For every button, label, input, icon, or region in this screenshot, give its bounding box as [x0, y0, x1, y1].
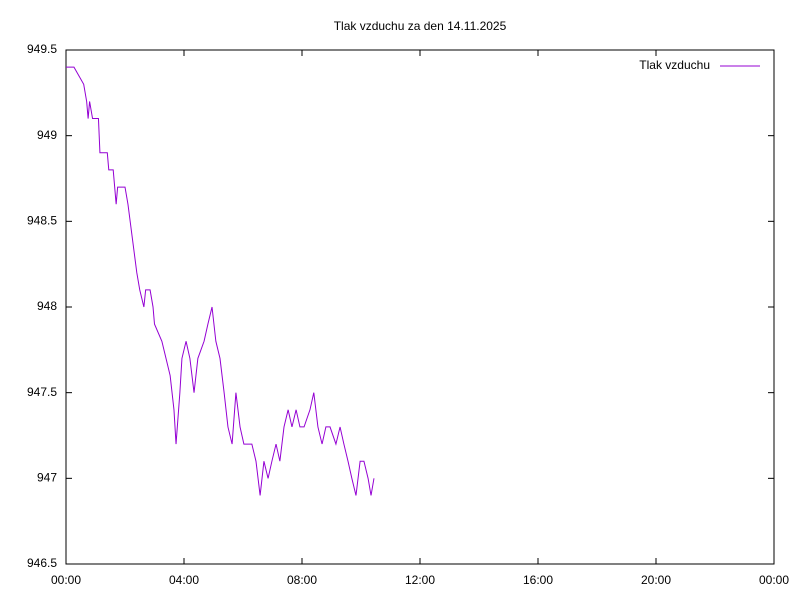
x-tick-label: 00:00	[51, 573, 81, 587]
x-tick-label: 16:00	[523, 573, 553, 587]
y-tick-label: 946.5	[27, 556, 57, 570]
x-tick-label: 20:00	[641, 573, 671, 587]
x-tick-label: 08:00	[287, 573, 317, 587]
x-tick-label: 00:00	[759, 573, 789, 587]
y-tick-label: 947	[37, 471, 57, 485]
legend-label: Tlak vzduchu	[639, 58, 710, 72]
chart-title: Tlak vzduchu za den 14.11.2025	[334, 19, 507, 33]
y-tick-label: 948	[37, 299, 57, 313]
series-line	[66, 66, 375, 496]
y-tick-label: 949	[37, 128, 57, 142]
x-tick-label: 12:00	[405, 573, 435, 587]
y-tick-label: 948.5	[27, 214, 57, 228]
y-tick-label: 947.5	[27, 385, 57, 399]
plot-frame	[65, 49, 775, 565]
x-tick-label: 04:00	[169, 573, 199, 587]
y-tick-label: 949.5	[27, 42, 57, 56]
